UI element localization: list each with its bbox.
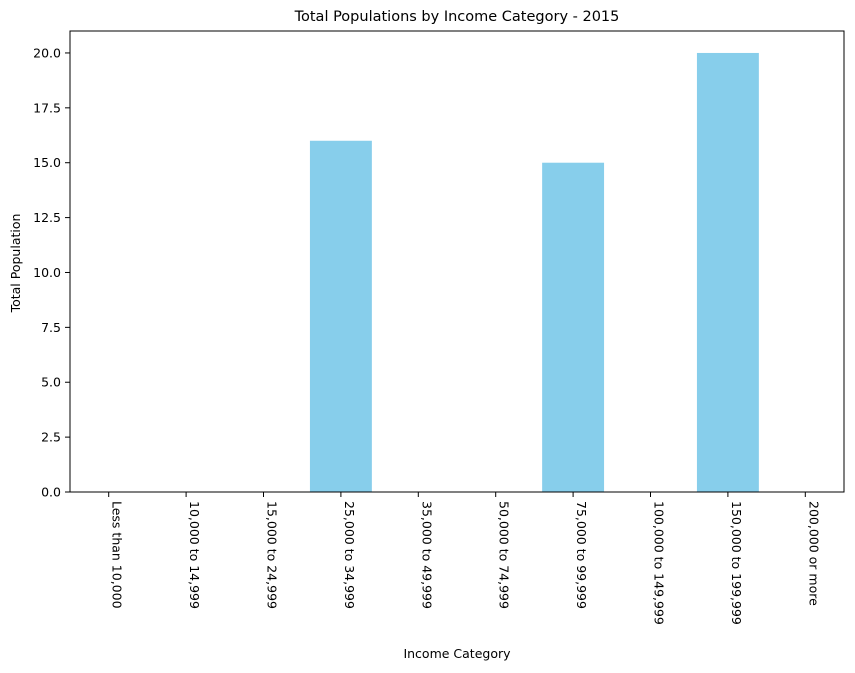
x-tick-label: 25,000 to 34,999 bbox=[342, 501, 357, 609]
y-tick-label: 2.5 bbox=[41, 430, 61, 445]
x-tick-label: 10,000 to 14,999 bbox=[187, 501, 202, 609]
x-tick-label: 35,000 to 49,999 bbox=[419, 501, 434, 609]
y-tick-label: 10.0 bbox=[33, 265, 61, 280]
y-tick-label: 20.0 bbox=[33, 45, 61, 60]
bar-8 bbox=[696, 52, 759, 492]
x-tick-label: 15,000 to 24,999 bbox=[265, 501, 280, 609]
y-axis-label: Total Population bbox=[8, 214, 23, 314]
y-tick-label: 5.0 bbox=[41, 375, 61, 390]
y-tick-label: 15.0 bbox=[33, 155, 61, 170]
x-tick-label: 75,000 to 99,999 bbox=[574, 501, 589, 609]
y-tick-label: 7.5 bbox=[41, 320, 61, 335]
x-tick-label: 150,000 to 199,999 bbox=[729, 501, 744, 625]
bars-group bbox=[309, 52, 759, 492]
x-tick-label: 100,000 to 149,999 bbox=[652, 501, 667, 625]
y-tick-label: 12.5 bbox=[33, 210, 61, 225]
y-axis-ticks: 0.0 2.5 5.0 7.5 10.0 12.5 15.0 17.5 20.0 bbox=[33, 45, 70, 500]
x-tick-label: 200,000 or more bbox=[806, 501, 821, 606]
x-axis-label: Income Category bbox=[403, 646, 511, 661]
y-tick-label: 17.5 bbox=[33, 100, 61, 115]
bar-6 bbox=[542, 162, 605, 492]
bar-3 bbox=[309, 140, 372, 492]
x-tick-label: Less than 10,000 bbox=[110, 501, 125, 609]
plot-frame bbox=[69, 30, 845, 493]
x-axis-ticks: Less than 10,000 10,000 to 14,999 15,000 t… bbox=[108, 492, 821, 625]
y-tick-label: 0.0 bbox=[41, 485, 61, 500]
x-tick-label: 50,000 to 74,999 bbox=[497, 501, 512, 609]
chart-title: Total Populations by Income Category - 2… bbox=[294, 9, 620, 25]
